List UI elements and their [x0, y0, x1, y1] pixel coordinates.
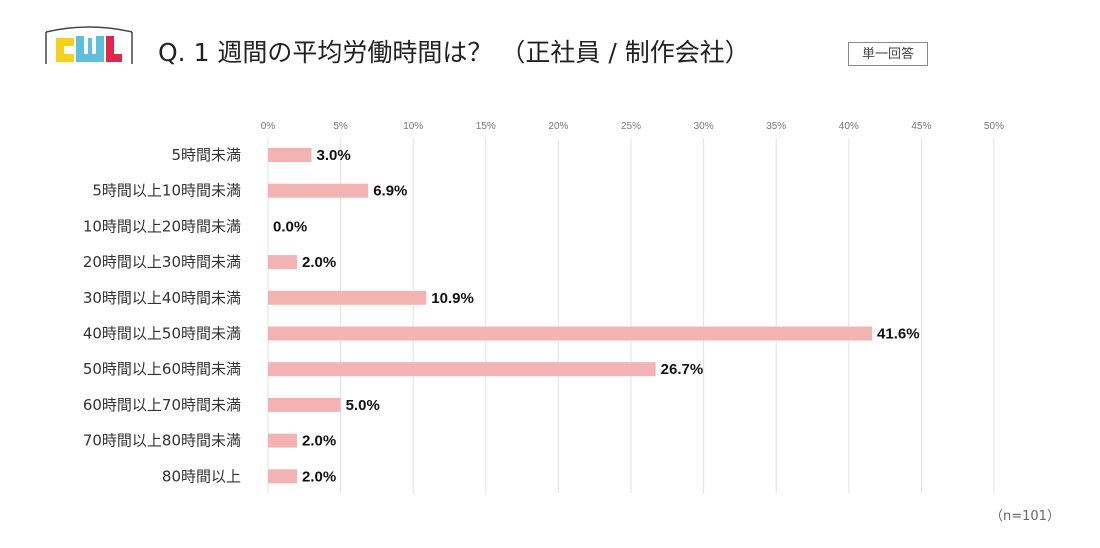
x-tick-label: 25%: [621, 121, 641, 132]
data-label: 2.0%: [302, 254, 336, 271]
x-tick-label: 20%: [548, 121, 568, 132]
category-label: 60時間以上70時間未満: [83, 396, 241, 414]
bar: [268, 255, 298, 270]
x-tick-label: 15%: [476, 121, 496, 132]
data-label: 5.0%: [346, 397, 380, 414]
bar: [268, 148, 312, 162]
x-tick-label: 0%: [261, 121, 276, 132]
x-tick-label: 50%: [984, 121, 1004, 132]
x-tick-label: 40%: [839, 121, 859, 132]
x-tick-label: 30%: [694, 121, 714, 132]
category-label: 30時間以上40時間未満: [83, 289, 241, 307]
data-label: 41.6%: [877, 326, 920, 343]
data-label: 2.0%: [302, 433, 336, 450]
bar: [268, 183, 369, 198]
bar: [268, 290, 427, 305]
x-tick-label: 45%: [911, 121, 931, 132]
bar: [268, 433, 298, 448]
data-label: 3.0%: [317, 147, 351, 164]
x-tick-label: 10%: [403, 121, 423, 132]
page-title: Q. 1 週間の平均労働時間は？ （正社員 / 制作会社）: [158, 38, 750, 67]
cwl-logo: [45, 26, 133, 64]
data-label: 6.9%: [373, 183, 407, 200]
data-label: 2.0%: [302, 468, 336, 485]
data-label: 26.7%: [661, 361, 704, 378]
data-label: 10.9%: [431, 290, 474, 307]
category-label: 70時間以上80時間未満: [83, 432, 241, 450]
category-label: 5時間未満: [171, 146, 241, 164]
category-label: 20時間以上30時間未満: [83, 253, 241, 271]
x-tick-label: 5%: [333, 121, 348, 132]
bar: [268, 397, 341, 412]
category-label: 40時間以上50時間未満: [83, 325, 241, 343]
answer-type-badge: 単一回答: [848, 42, 928, 66]
category-label: 80時間以上: [162, 467, 241, 485]
category-label: 5時間以上10時間未満: [92, 182, 241, 200]
bar: [268, 362, 656, 377]
sample-size-note: （n=101）: [990, 509, 1060, 524]
bar: [268, 469, 298, 484]
data-label: 0.0%: [273, 218, 307, 235]
x-tick-label: 35%: [766, 121, 786, 132]
bar: [268, 326, 873, 341]
category-label: 50時間以上60時間未満: [83, 360, 241, 378]
category-label: 10時間以上20時間未満: [83, 217, 241, 235]
